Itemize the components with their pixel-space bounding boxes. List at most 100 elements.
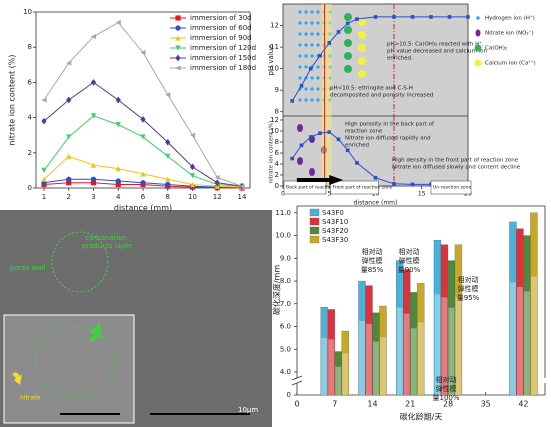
annotation: High density in the front part of reacti…: [392, 158, 519, 164]
marker: [175, 25, 181, 31]
y-tick-label: 8: [275, 108, 279, 116]
legend-marker: [474, 44, 482, 52]
y-axis-label: pH value: [267, 44, 275, 75]
caoh2-dot: [344, 65, 352, 73]
bar: [417, 283, 425, 396]
marker: [239, 183, 245, 189]
hydrogen-dot: [310, 54, 314, 58]
hydrogen-dot: [298, 54, 302, 58]
marker: [140, 180, 146, 186]
legend-label: Nitrate ion (NO₃⁻): [485, 31, 534, 37]
x-tick-label: 7: [332, 400, 337, 409]
legend-label: immersion of 180d: [190, 64, 256, 72]
marker: [90, 162, 97, 168]
marker: [175, 54, 181, 62]
annotation: 相对动: [362, 247, 383, 256]
x-axis-label: distance (mm): [354, 200, 398, 207]
marker: [336, 137, 341, 142]
bar-highlight: [530, 276, 537, 395]
marker: [41, 167, 47, 173]
hydrogen-dot: [316, 65, 320, 69]
x-tick-label: 0: [281, 191, 285, 198]
sem-label: carbonation: [85, 234, 127, 242]
marker: [115, 181, 121, 188]
bar-highlight: [396, 307, 403, 395]
bar-highlight: [516, 286, 523, 395]
bar: [379, 305, 387, 396]
marker: [175, 45, 181, 51]
marker: [165, 138, 171, 146]
hydrogen-dot: [310, 21, 314, 25]
bar: [454, 244, 463, 396]
bar-highlight: [441, 297, 448, 395]
x-tick-label: 28: [443, 400, 453, 409]
marker: [115, 96, 121, 104]
caoh2-dot: [344, 26, 352, 34]
nitrate-dot: [297, 157, 303, 165]
hydrogen-dot: [298, 76, 302, 80]
hydrogen-dot: [304, 65, 308, 69]
bar-highlight: [335, 366, 342, 395]
annotation: decomposited and porosity increased: [330, 93, 433, 99]
zone-box: [330, 180, 379, 195]
y-tick-label: 7.0: [280, 300, 291, 308]
hydrogen-dot: [298, 32, 302, 36]
marker: [66, 176, 72, 182]
y-tick-label: 10: [270, 65, 279, 73]
caoh2-dot: [344, 39, 352, 47]
zone-highlight: [321, 4, 332, 186]
annotation: 相对动: [458, 275, 479, 284]
legend-swatch: [309, 235, 320, 244]
marker: [41, 117, 47, 125]
marker: [165, 181, 171, 188]
annotation: 量95%: [457, 294, 480, 302]
marker: [308, 135, 313, 139]
sem-arrow: [88, 322, 101, 342]
hydrogen-dot: [316, 76, 320, 80]
marker: [189, 163, 196, 171]
marker: [392, 15, 396, 19]
legend-label: Calcium ion (Ca²⁺): [485, 60, 536, 67]
legend-marker: [475, 29, 481, 37]
y-tick-label: 12: [270, 116, 279, 124]
marker: [327, 130, 332, 134]
hydrogen-dot: [298, 98, 302, 102]
hydrogen-dot: [298, 10, 302, 14]
legend-label: S43F30: [322, 236, 348, 244]
legend-label: immersion of 90d: [190, 34, 252, 42]
annotation: pH>10.5: Ca(OH)₂ reacted with H⁺,: [387, 41, 484, 48]
hydrogen-dot: [304, 98, 308, 102]
y-axis-label: nitrate ion content (%): [269, 121, 275, 184]
marker: [373, 175, 378, 180]
x-tick-label: 15: [418, 191, 426, 198]
legend-swatch: [309, 226, 320, 235]
marker: [290, 156, 295, 161]
hydrogen-dot: [310, 32, 314, 36]
marker: [290, 99, 295, 103]
hydrogen-dot: [298, 43, 302, 47]
annotation: pH value decreased and calcium ion: [387, 49, 487, 55]
marker: [392, 182, 396, 186]
marker: [115, 122, 121, 128]
y-tick-label: 0: [275, 182, 279, 190]
sem-label: 10μm: [238, 406, 258, 414]
sem-arrow: [12, 372, 22, 385]
bar-highlight: [523, 291, 530, 395]
annotation: enriched: [345, 143, 369, 149]
marker: [66, 153, 72, 159]
marker: [41, 176, 47, 182]
marker: [115, 166, 121, 172]
y-tick-label: 11: [270, 43, 279, 51]
marker: [66, 60, 72, 66]
y-tick-label: 4: [275, 160, 280, 168]
hydrogen-dot: [298, 65, 302, 69]
sem-outline: [34, 326, 116, 398]
annotation: Nitrate ion diffused slowly and content …: [392, 165, 521, 171]
marker: [165, 153, 171, 159]
legend-label: immersion of 120d: [190, 44, 256, 52]
hydrogen-dot: [310, 87, 314, 91]
bar-highlight: [509, 282, 516, 395]
legend-label: immersion of 30d: [190, 14, 252, 22]
annotation: 弹性模: [399, 256, 420, 265]
hydrogen-dot: [304, 10, 308, 14]
